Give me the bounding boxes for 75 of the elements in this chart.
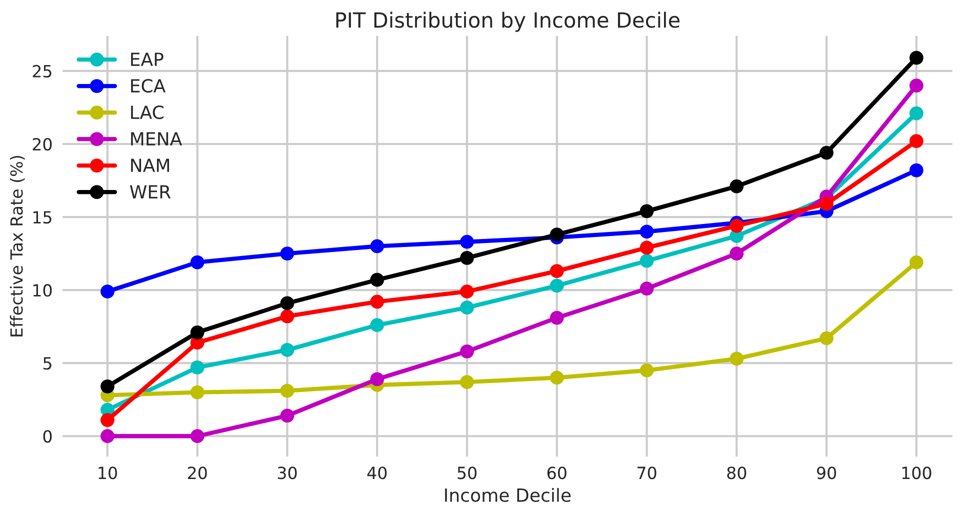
- point: [820, 331, 834, 346]
- point: [370, 318, 384, 332]
- point: [190, 360, 204, 374]
- point: [820, 196, 834, 211]
- x-tick-label: 70: [638, 466, 656, 480]
- point: [190, 325, 204, 340]
- point: [909, 106, 924, 120]
- legend-label: WER: [130, 185, 171, 198]
- chart-title: PIT Distribution by Income Decile: [336, 12, 680, 32]
- point: [640, 254, 654, 268]
- legend-label: EAP: [131, 52, 164, 66]
- legend-label: ECA: [131, 78, 166, 93]
- x-tick-label: 30: [278, 466, 297, 480]
- point: [100, 284, 114, 298]
- point: [550, 310, 564, 325]
- y-axis-title: Effective Tax Rate (%): [10, 156, 25, 336]
- point: [730, 218, 744, 233]
- point: [370, 372, 384, 386]
- point: [190, 255, 204, 270]
- point: [280, 309, 294, 324]
- point: [370, 239, 384, 254]
- y-tick-label: 25: [32, 64, 52, 78]
- x-tick-label: 50: [458, 466, 477, 480]
- legend-label: MENA: [131, 132, 182, 146]
- point: [730, 352, 744, 366]
- point: [550, 278, 564, 293]
- point: [730, 179, 744, 194]
- point: [909, 78, 924, 93]
- y-tick-label: 0: [43, 430, 52, 443]
- x-tick-label: 40: [367, 466, 387, 480]
- point: [100, 429, 114, 444]
- point: [100, 413, 114, 427]
- y-tick-label: 10: [33, 284, 52, 297]
- point: [460, 375, 474, 390]
- point: [190, 385, 204, 400]
- x-tick-label: 100: [902, 466, 932, 480]
- point: [100, 380, 114, 394]
- point: [640, 240, 654, 255]
- point: [460, 344, 474, 358]
- x-tick-label: 80: [727, 466, 746, 480]
- point: [280, 296, 294, 310]
- y-tick-label: 20: [32, 138, 52, 151]
- point: [460, 284, 474, 298]
- point: [550, 228, 564, 242]
- point: [370, 272, 384, 287]
- point: [640, 224, 654, 239]
- point: [460, 300, 474, 315]
- point: [280, 246, 294, 260]
- point: [550, 264, 564, 278]
- point: [909, 163, 924, 178]
- point: [730, 246, 744, 260]
- point: [280, 343, 294, 357]
- legend-label: LAC: [131, 105, 164, 120]
- x-tick-label: 90: [816, 466, 836, 480]
- y-tick-label: 15: [33, 211, 52, 224]
- point: [640, 363, 654, 378]
- point: [640, 282, 654, 296]
- point: [280, 384, 294, 398]
- point: [820, 146, 834, 160]
- point: [460, 234, 474, 249]
- point: [280, 408, 294, 423]
- x-tick-label: 10: [98, 466, 117, 480]
- x-tick-label: 60: [547, 466, 566, 480]
- point: [909, 50, 924, 65]
- point: [550, 370, 564, 385]
- legend-label: NAM: [131, 158, 170, 172]
- point: [460, 250, 474, 265]
- point: [909, 255, 924, 270]
- point: [190, 429, 204, 444]
- point: [640, 204, 654, 218]
- x-tick-label: 20: [188, 466, 207, 480]
- point: [909, 134, 924, 148]
- y-tick-label: 5: [43, 357, 52, 370]
- x-axis-title: Income Decile: [445, 488, 571, 502]
- point: [370, 294, 384, 309]
